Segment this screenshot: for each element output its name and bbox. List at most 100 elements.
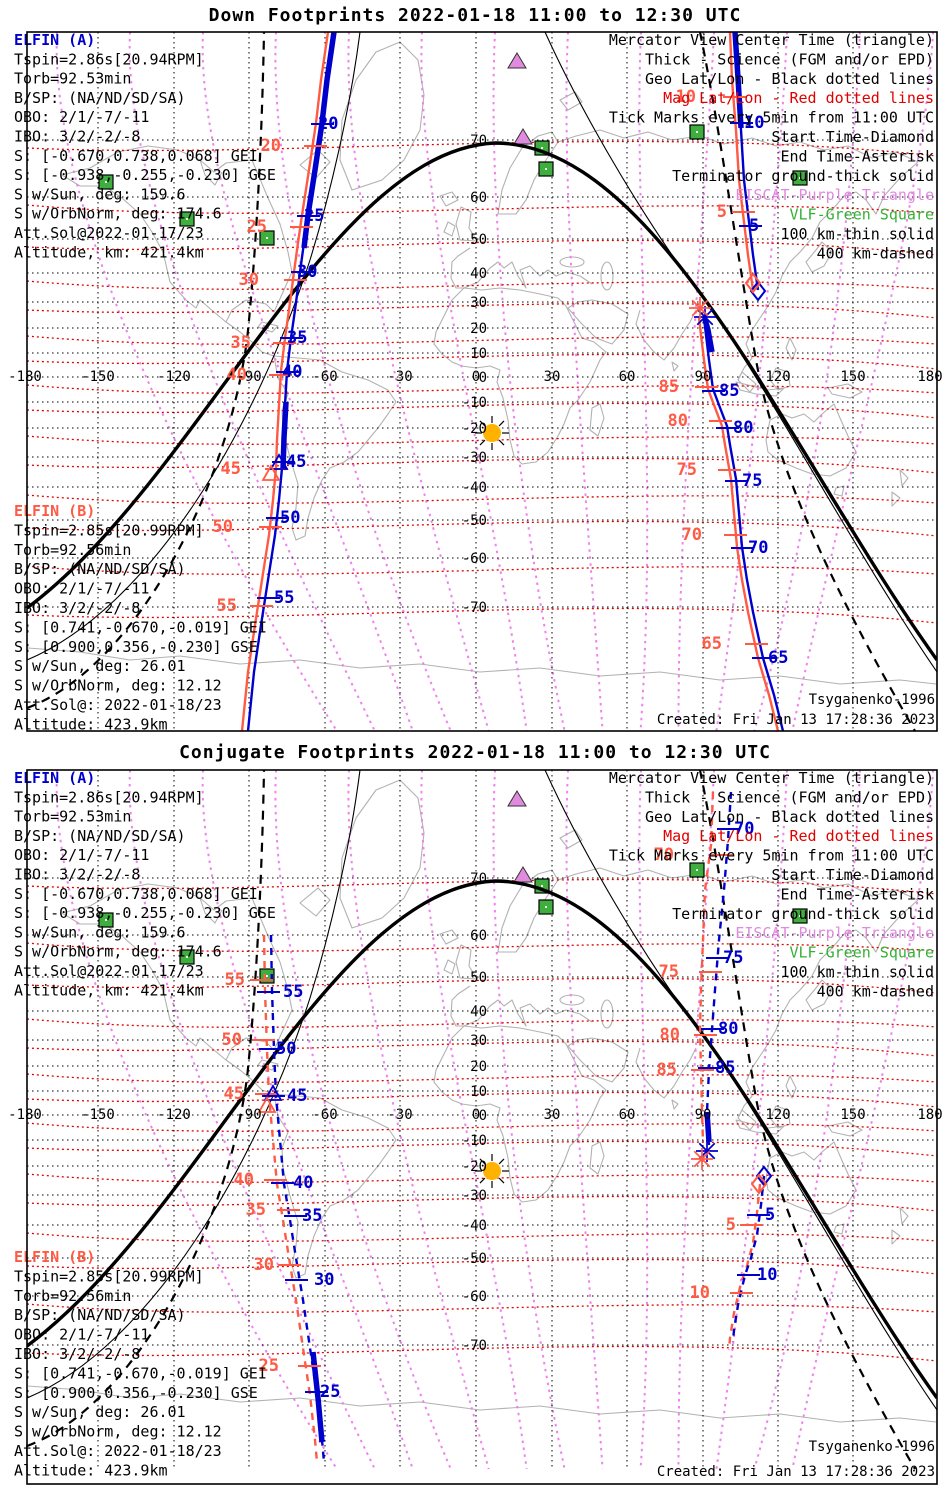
sun-ray: [498, 1158, 505, 1165]
legend-line: VLF-Green Square: [790, 206, 935, 224]
elfin-a-track: [731, 1175, 766, 1343]
elfin-a-info-line: S w/Sun, deg: 159.6: [14, 185, 186, 203]
tick-minute-label-a: 30: [297, 262, 317, 282]
center-time-triangle-icon: [257, 1096, 277, 1113]
tick-minute-label-a: 55: [283, 982, 303, 1002]
elfin-b-track: [697, 317, 780, 731]
eiscat-triangle-icon: [513, 128, 533, 145]
lat-axis-label: -20: [462, 1159, 487, 1175]
elfin-a-info-line: OBO: 2/1/-7/-11: [14, 108, 149, 126]
elfin-a-track: [702, 317, 785, 731]
lon-axis-label: 0: [472, 1107, 480, 1123]
lon-axis-label: 90: [695, 1107, 712, 1123]
tick-minute-label-a: 50: [280, 508, 300, 528]
mag-lon-line: [420, 770, 528, 1470]
science-zone-segment: [310, 1351, 325, 1443]
lon-axis-label: -120: [157, 369, 191, 385]
center-time-triangle-icon: [261, 464, 281, 481]
tick-minute-label-a: 40: [282, 362, 302, 382]
elfin-a-info-line: S: [-0.670,0.738,0.068] GEI: [14, 885, 258, 903]
end-asterisk-icon: [691, 299, 709, 317]
elfin-b-info-line: S: [0.741,-0.670,-0.019] GEI: [14, 1364, 267, 1382]
lon-axis-label: 180: [917, 369, 942, 385]
legend-line: 100 km-thin solid: [780, 963, 934, 981]
tick-minute-label-a: 35: [302, 1206, 322, 1226]
elfin-a-info-line: S: [-0.938,-0.255,-0.230] GSE: [14, 904, 276, 922]
legend-line: Terminator ground-thick solid: [672, 167, 934, 185]
tick-minute-label-b: 40: [227, 365, 247, 385]
mag-lat-line: [27, 520, 937, 537]
lon-axis-label: 150: [840, 369, 865, 385]
legend-line: Geo Lat/Lon - Black dotted lines: [645, 70, 934, 88]
lat-axis-label: 30: [470, 1033, 487, 1049]
tick-minute-label-a: 40: [293, 1173, 313, 1193]
tick-minute-label-a: 80: [733, 418, 753, 438]
model-label: Tsyganenko-1996: [809, 692, 935, 708]
tick-minute-label-b: 55: [225, 970, 245, 990]
lat-axis-label: 30: [470, 295, 487, 311]
mag-lon-line: [492, 770, 566, 1470]
mag-lon-line: [55, 32, 338, 731]
eiscat-triangle-icon: [513, 866, 533, 883]
mag-lat-line: [27, 1232, 937, 1242]
mag-lat-line: [27, 353, 937, 370]
lat-axis-label: 60: [470, 928, 487, 944]
sun-icon: [483, 424, 501, 442]
lat-axis-label: 50: [470, 970, 487, 986]
start-diamond-icon: [750, 1173, 768, 1195]
legend-line: Terminator ground-thick solid: [672, 905, 934, 923]
tick-minute-label-a: 70: [734, 819, 754, 839]
mag-lat-line: [27, 402, 937, 419]
lon-axis-label: -30: [387, 369, 412, 385]
mag-lat-line: [27, 239, 937, 256]
tick-minute-label-b: 50: [213, 517, 233, 537]
elfin-a-info-line: Altitude, km: 421.4km: [14, 243, 204, 261]
mag-lat-line: [27, 607, 937, 624]
lon-axis-label: -90: [236, 369, 261, 385]
elfin-a-info-line: IBO: 3/2/-2/-8: [14, 866, 140, 884]
mag-lat-line: [27, 1195, 937, 1212]
tick-minute-label-a: 85: [719, 381, 739, 401]
legend-line: Geo Lat/Lon - Black dotted lines: [645, 808, 934, 826]
eiscat-triangle-icon: [507, 790, 527, 807]
lon-axis-label: 60: [619, 369, 636, 385]
lon-axis-label: -180: [8, 1107, 42, 1123]
elfin-b-info-line: B/SP: (NA/ND/SD/SA): [14, 1306, 186, 1324]
mag-lat-line: [27, 1140, 937, 1157]
elfin-a-info-line: B/SP: (NA/ND/SD/SA): [14, 89, 186, 107]
mag-lon-line: [201, 32, 414, 731]
map-border: [26, 769, 938, 1485]
elfin-a-info-line: S: [-0.670,0.738,0.068] GEI: [14, 147, 258, 165]
elfin-b-info-line: B/SP: (NA/ND/SD/SA): [14, 560, 186, 578]
mag-lat-line: [27, 1040, 937, 1057]
sun-ray: [479, 1158, 486, 1165]
tick-minute-label-b: 45: [224, 1084, 244, 1104]
lat-axis-label: 40: [470, 266, 487, 282]
elfin-b-info-line: S w/OrbNorm, deg: 12.12: [14, 677, 222, 695]
lon-axis-label: -180: [8, 369, 42, 385]
lat-axis-label: -20: [462, 421, 487, 437]
tick-minute-label-b: 5: [717, 202, 727, 222]
science-zone-segment: [702, 318, 715, 353]
mag-lon-line: [715, 32, 788, 731]
tick-minute-label-a: 65: [768, 648, 788, 668]
model-label: Tsyganenko-1996: [809, 1439, 935, 1455]
elfin-a-info-line: Torb=92.53min: [14, 70, 131, 88]
elfin-a-info-line: Tspin=2.86s[20.94RPM]: [14, 788, 204, 806]
lon-axis-label: 150: [840, 1107, 865, 1123]
legend-line: VLF-Green Square: [790, 944, 935, 962]
mag-lon-line: [128, 770, 376, 1470]
elfin-b-info-line: Att.Sol@: 2022-01-18/23: [14, 1442, 222, 1460]
lat-axis-label: -60: [462, 551, 487, 567]
tick-minute-label-a: 30: [314, 1270, 334, 1290]
tick-minute-label-b: 65: [702, 634, 722, 654]
legend-line: End Time-Asterisk: [780, 147, 934, 165]
tick-minute-label-b: 45: [221, 459, 241, 479]
elfin-b-title: ELFIN (B): [14, 1248, 95, 1266]
lat-axis-label: -10: [462, 395, 487, 411]
elfin-a-info-line: Att.Sol@2022-01-17/23: [14, 962, 204, 980]
tick-minute-label-b: 40: [234, 1170, 254, 1190]
panel-title: Conjugate Footprints 2022-01-18 11:00 to…: [179, 742, 771, 763]
elfin-b-info-line: IBO: 3/2/-2/-8: [14, 599, 140, 617]
sun-ray: [479, 1177, 486, 1184]
